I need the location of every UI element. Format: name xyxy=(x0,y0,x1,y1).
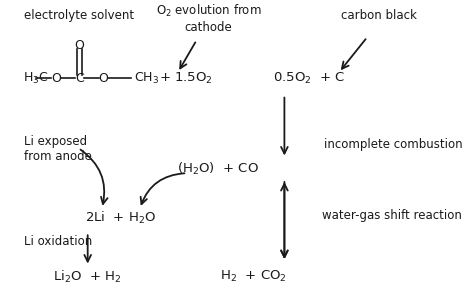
Text: 0.5O$_2$  + C: 0.5O$_2$ + C xyxy=(273,71,345,86)
Text: incomplete combustion: incomplete combustion xyxy=(324,138,462,151)
Text: H$_2$  + CO$_2$: H$_2$ + CO$_2$ xyxy=(220,269,287,284)
Text: Li$_2$O  + H$_2$: Li$_2$O + H$_2$ xyxy=(54,269,122,285)
Text: O$_2$ evolution from
cathode: O$_2$ evolution from cathode xyxy=(156,3,261,34)
Text: Li exposed
from anode: Li exposed from anode xyxy=(24,135,91,163)
Text: electrolyte solvent: electrolyte solvent xyxy=(24,9,134,22)
Text: O: O xyxy=(75,39,84,52)
Text: H$_3$C: H$_3$C xyxy=(23,71,48,86)
Text: (H$_2$O)  + CO: (H$_2$O) + CO xyxy=(177,161,259,177)
Text: + 1.5O$_2$: + 1.5O$_2$ xyxy=(159,71,213,86)
Text: Li oxidation: Li oxidation xyxy=(24,235,92,248)
Text: O: O xyxy=(51,72,61,85)
Text: 2Li  + H$_2$O: 2Li + H$_2$O xyxy=(85,210,156,226)
Text: C: C xyxy=(75,72,84,85)
Text: water-gas shift reaction: water-gas shift reaction xyxy=(322,209,462,222)
Text: carbon black: carbon black xyxy=(341,9,417,22)
Text: CH$_3$: CH$_3$ xyxy=(134,71,159,86)
Text: O: O xyxy=(99,72,108,85)
